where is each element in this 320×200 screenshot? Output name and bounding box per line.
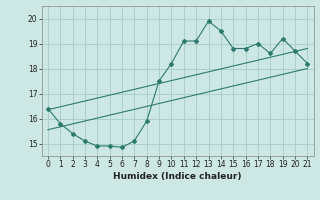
X-axis label: Humidex (Indice chaleur): Humidex (Indice chaleur) (113, 172, 242, 181)
